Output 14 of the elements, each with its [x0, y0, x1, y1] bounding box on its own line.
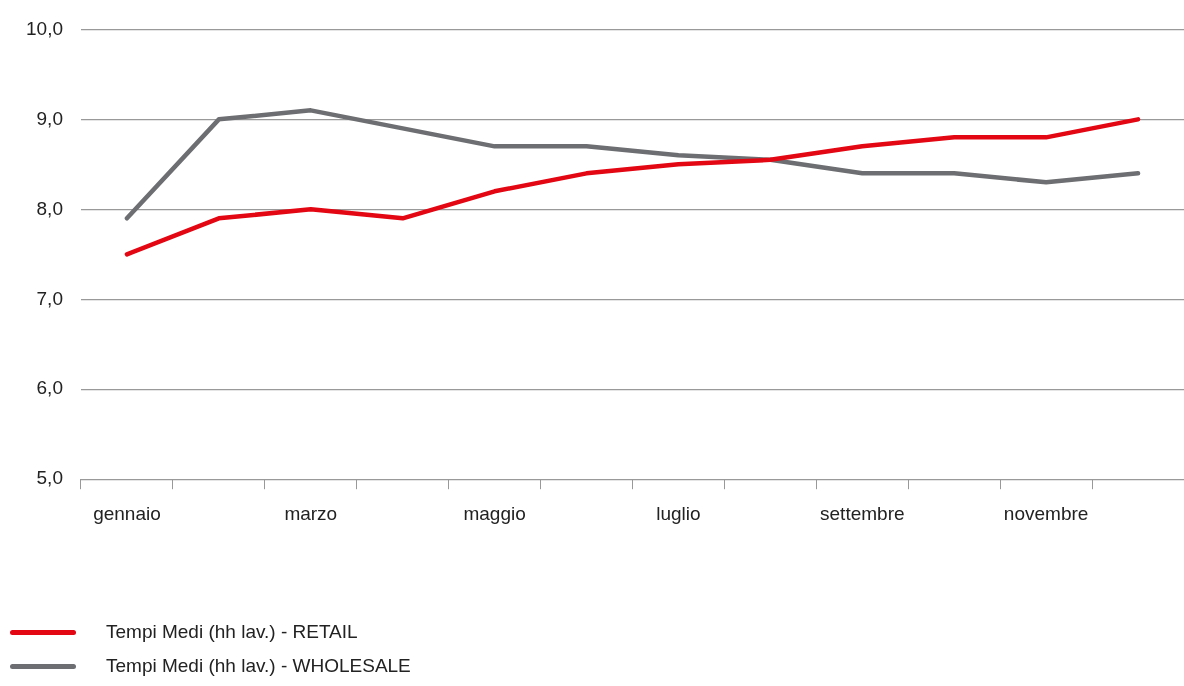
y-tick-label: 5,0 — [36, 467, 63, 489]
legend-label: Tempi Medi (hh lav.) - RETAIL — [106, 621, 358, 643]
y-tick-label: 7,0 — [36, 287, 63, 309]
x-tick-label: settembre — [820, 502, 905, 524]
x-tick-label: luglio — [656, 502, 701, 524]
y-tick-label: 9,0 — [36, 107, 63, 129]
x-tick-label: maggio — [463, 502, 526, 524]
y-tick-label: 8,0 — [36, 197, 63, 219]
x-tick-label: marzo — [284, 502, 338, 524]
y-tick-label: 10,0 — [26, 17, 63, 39]
y-tick-label: 6,0 — [36, 377, 63, 399]
x-tick-label: novembre — [1003, 502, 1089, 524]
legend-label: Tempi Medi (hh lav.) - WHOLESALE — [106, 655, 411, 677]
x-tick-label: gennaio — [93, 502, 161, 524]
